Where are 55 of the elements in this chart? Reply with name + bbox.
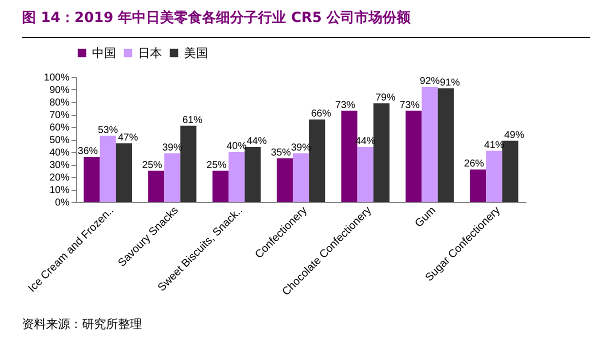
data-label: 44% [246,136,267,147]
bar [100,136,116,202]
legend-label: 中国 [92,46,116,60]
y-tick-label: 20% [49,172,70,184]
bar [357,147,374,202]
data-label: 47% [118,132,138,144]
bar [212,170,229,202]
data-label: 92% [420,76,440,87]
data-label: 49% [504,130,524,141]
y-tick-label: 60% [49,122,70,134]
bar [116,143,132,202]
y-tick-label: 50% [49,135,70,146]
bar [180,126,196,202]
bar [228,152,245,202]
bar [84,157,100,202]
bar [373,103,390,202]
y-tick-label: 30% [49,160,70,171]
data-label: 66% [311,108,332,120]
legend-label: 美国 [184,46,208,60]
y-tick-label: 100% [44,72,70,84]
bar [486,150,502,202]
bar [502,140,518,202]
y-tick-label: 40% [49,148,70,158]
data-label: 25% [142,160,162,171]
data-label: 26% [464,158,484,170]
bar [292,153,310,202]
data-label: 35% [270,147,292,158]
bar [470,170,486,202]
bar [164,153,180,202]
bar [438,88,454,202]
y-tick-label: 80% [49,98,70,108]
y-tick-label: 70% [49,110,70,121]
data-label: 91% [440,77,460,88]
chart-title: 图 14：2019 年中日美零食各细分子行业 CR5 公司市场份额 [22,9,411,27]
data-label: 79% [375,92,396,104]
bar [148,170,164,202]
bar [244,147,261,202]
bar [341,110,358,202]
data-label: 36% [78,146,98,157]
data-label: 40% [226,141,247,152]
text: 资料来源：研究所整理 [22,316,142,333]
data-label: 61% [182,114,202,126]
x-tick-label: Gum [412,204,438,230]
data-label: 25% [206,160,227,171]
y-tick-label: 10% [49,185,70,196]
legend-label: 日本 [138,46,162,60]
data-label: 73% [335,100,356,111]
y-tick-label: 0% [55,198,70,208]
bar [422,87,438,202]
data-label: 73% [400,100,420,111]
data-label: 53% [98,124,118,136]
bar [309,120,326,202]
bar [406,110,422,202]
bar [276,158,293,202]
y-tick-label: 90% [49,85,70,96]
